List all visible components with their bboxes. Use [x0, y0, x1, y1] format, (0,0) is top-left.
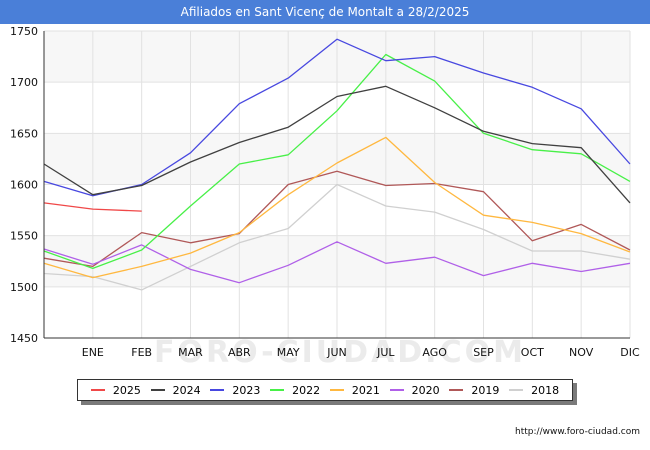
- y-tick-label: 1650: [10, 127, 38, 140]
- legend-item-2018: 2018: [509, 384, 559, 397]
- legend-swatch: [210, 389, 225, 391]
- legend-label: 2024: [172, 383, 201, 397]
- legend-label: 2022: [292, 383, 321, 397]
- x-tick-label: NOV: [569, 346, 594, 359]
- legend-label: 2023: [232, 383, 261, 397]
- legend-label: 2019: [471, 383, 500, 397]
- y-axis-ticks: 1450 1500 1550 1600 1650 1700 1750: [10, 25, 38, 345]
- legend-item-2020: 2020: [389, 383, 440, 397]
- series-line-2018: [43, 183, 631, 291]
- series-line-2021: [43, 136, 631, 279]
- y-tick-label: 1750: [10, 25, 38, 38]
- legend-label: 2020: [411, 383, 440, 397]
- legend-item-2024: 2024: [150, 383, 201, 397]
- y-tick-label: 1500: [10, 281, 38, 294]
- series-line-2023: [43, 38, 631, 197]
- series-line-2020: [43, 241, 631, 284]
- legend-swatch: [449, 389, 464, 391]
- legend-swatch: [389, 389, 404, 391]
- x-tick-label: JUL: [376, 346, 395, 359]
- series-line-2024: [43, 85, 631, 204]
- series-line-2019: [43, 170, 631, 268]
- legend: 2025 2024 2023 2022 2021 2020 2019 2018: [77, 379, 573, 401]
- chart-title: Afiliados en Sant Vicenç de Montalt a 28…: [0, 0, 650, 24]
- y-tick-label: 1600: [10, 179, 38, 192]
- x-tick-label: MAR: [178, 346, 203, 359]
- y-tick-label: 1550: [10, 230, 38, 243]
- y-tick-label: 1700: [10, 76, 38, 89]
- x-tick-label: AGO: [422, 346, 447, 359]
- legend-label: 2025: [112, 383, 141, 397]
- x-tick-label: JUN: [326, 346, 347, 359]
- x-axis-ticks: ENE FEB MAR ABR MAY JUN JUL AGO SEP OCT NOV DIC: [82, 346, 640, 359]
- legend-swatch: [90, 389, 105, 391]
- series-line-2025: [43, 202, 142, 212]
- x-tick-label: FEB: [131, 346, 152, 359]
- series-line-2022: [43, 53, 631, 270]
- watermark: FORO-CIUDAD.COM: [154, 335, 526, 370]
- series-lines: [43, 38, 631, 291]
- legend-item-2021: 2021: [329, 383, 380, 397]
- legend-item-2022: 2022: [270, 384, 320, 397]
- legend-item-2019: 2019: [449, 384, 499, 397]
- source-url: http://www.foro-ciudad.com: [515, 427, 640, 437]
- x-tick-label: DIC: [620, 346, 640, 359]
- x-tick-label: ENE: [82, 346, 104, 359]
- legend-item-2023: 2023: [210, 384, 260, 397]
- legend-swatch: [270, 389, 285, 391]
- y-tick-label: 1450: [10, 332, 38, 345]
- x-tick-label: OCT: [521, 346, 544, 359]
- legend-swatch: [150, 389, 165, 391]
- legend-swatch: [509, 389, 524, 391]
- legend-swatch: [329, 389, 344, 391]
- x-tick-label: ABR: [228, 346, 251, 359]
- legend-item-2025: 2025: [90, 383, 141, 397]
- legend-label: 2021: [351, 383, 380, 397]
- x-tick-label: SEP: [473, 346, 494, 359]
- x-tick-label: MAY: [277, 346, 300, 359]
- legend-label: 2018: [531, 383, 560, 397]
